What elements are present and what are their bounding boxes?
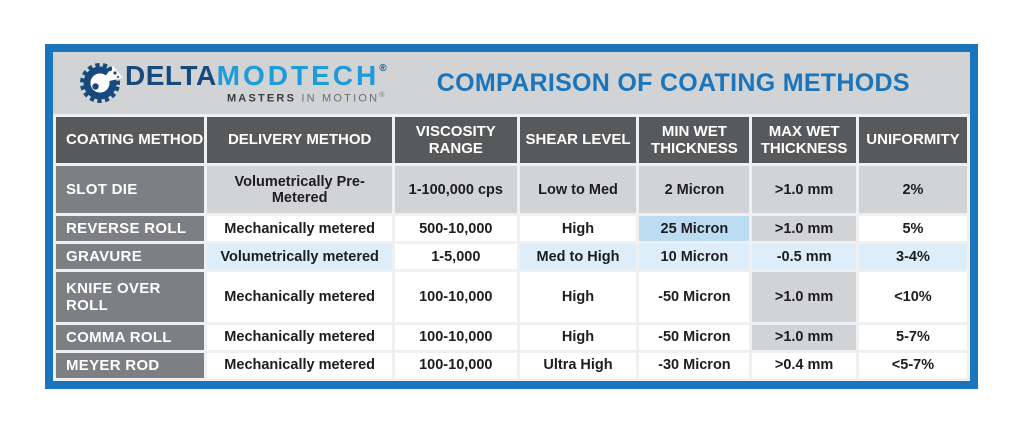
data-cell: >0.4 mm <box>752 352 856 378</box>
data-cell: -50 Micron <box>639 272 750 322</box>
data-cell: 10 Micron <box>639 244 750 269</box>
data-cell: >1.0 mm <box>752 324 856 350</box>
data-cell: Low to Med <box>519 166 637 214</box>
header-cell: COATING METHOD <box>56 117 205 163</box>
data-cell: Mechanically metered <box>207 324 393 350</box>
logo-registered-mark: ® <box>379 62 387 74</box>
data-cell: Med to High <box>519 244 637 269</box>
data-cell: High <box>519 272 637 322</box>
data-cell: -0.5 mm <box>752 244 856 269</box>
table-header-row: COATING METHOD DELIVERY METHOD VISCOSITY R… <box>56 117 967 163</box>
data-cell: 2 Micron <box>639 166 750 214</box>
data-cell: High <box>519 216 637 242</box>
data-cell: 25 Micron <box>639 216 750 242</box>
tagline-masters: MASTERS <box>226 92 297 105</box>
data-cell: 5% <box>858 216 967 242</box>
data-cell: >1.0 mm <box>752 216 856 242</box>
table-row: GRAVURE Volumetrically metered 1-5,000 Med … <box>56 244 967 269</box>
logo-modtech: MODTECH <box>216 59 380 91</box>
data-cell: <10% <box>858 272 967 322</box>
page-title: COMPARISON OF COATING METHODS <box>436 68 910 97</box>
row-label: MEYER ROD <box>56 352 205 378</box>
gear-icon <box>80 63 123 103</box>
header-cell: VISCOSITY RANGE <box>395 117 517 163</box>
data-cell: -30 Micron <box>639 352 750 378</box>
delta-modtech-logo: DELTA MODTECH ® MASTERS IN MOTION® <box>77 60 387 106</box>
data-cell: 500-10,000 <box>395 216 517 242</box>
data-cell: 1-5,000 <box>395 244 517 269</box>
header-cell: MIN WET THICKNESS <box>639 117 750 163</box>
data-cell: >1.0 mm <box>752 166 856 214</box>
row-label: GRAVURE <box>56 244 205 269</box>
data-cell: -50 Micron <box>639 324 750 350</box>
data-cell: 100-10,000 <box>395 352 517 378</box>
data-cell: Volumetrically Pre-Metered <box>207 166 393 214</box>
row-label: COMMA ROLL <box>56 324 205 350</box>
header-cell: DELIVERY METHOD <box>207 117 393 163</box>
row-label: SLOT DIE <box>56 166 205 214</box>
header-strip: DELTA MODTECH ® MASTERS IN MOTION® COMPA… <box>53 52 970 114</box>
logo-tagline: MASTERS IN MOTION® <box>227 92 387 105</box>
data-cell: Mechanically metered <box>207 272 393 322</box>
table-body: SLOT DIE Volumetrically Pre-Metered 1-100,… <box>56 166 967 378</box>
tagline-registered-mark: ® <box>379 91 387 99</box>
header-cell: SHEAR LEVEL <box>519 117 637 163</box>
data-cell: 3-4% <box>858 244 967 269</box>
data-cell: Mechanically metered <box>207 352 393 378</box>
data-cell: 100-10,000 <box>395 324 517 350</box>
data-cell: <5-7% <box>858 352 967 378</box>
tagline-in-motion: IN MOTION <box>296 92 380 105</box>
data-cell: 1-100,000 cps <box>395 166 517 214</box>
table-row: REVERSE ROLL Mechanically metered 500-10,0… <box>56 216 967 242</box>
table-row: COMMA ROLL Mechanically metered 100-10,000… <box>56 324 967 350</box>
row-label: REVERSE ROLL <box>56 216 205 242</box>
data-cell: >1.0 mm <box>752 272 856 322</box>
coating-table-wrap: COATING METHOD DELIVERY METHOD VISCOSITY R… <box>53 114 970 381</box>
data-cell: High <box>519 324 637 350</box>
data-cell: Mechanically metered <box>207 216 393 242</box>
data-cell: 100-10,000 <box>395 272 517 322</box>
data-cell: Volumetrically metered <box>207 244 393 269</box>
table-row: MEYER ROD Mechanically metered 100-10,000 U… <box>56 352 967 378</box>
table-row: SLOT DIE Volumetrically Pre-Metered 1-100,… <box>56 166 967 214</box>
coating-comparison-table: COATING METHOD DELIVERY METHOD VISCOSITY R… <box>53 114 970 381</box>
comparison-panel: DELTA MODTECH ® MASTERS IN MOTION® COMPA… <box>45 44 978 389</box>
data-cell: 5-7% <box>858 324 967 350</box>
logo-delta: DELTA <box>125 59 217 91</box>
data-cell: 2% <box>858 166 967 214</box>
table-row: KNIFE OVER ROLL Mechanically metered 100-1… <box>56 272 967 322</box>
header-cell: MAX WET THICKNESS <box>752 117 856 163</box>
header-cell: UNIFORMITY <box>858 117 967 163</box>
row-label: KNIFE OVER ROLL <box>56 272 205 322</box>
data-cell: Ultra High <box>519 352 637 378</box>
logo-text: DELTA MODTECH ® MASTERS IN MOTION® <box>125 59 387 105</box>
